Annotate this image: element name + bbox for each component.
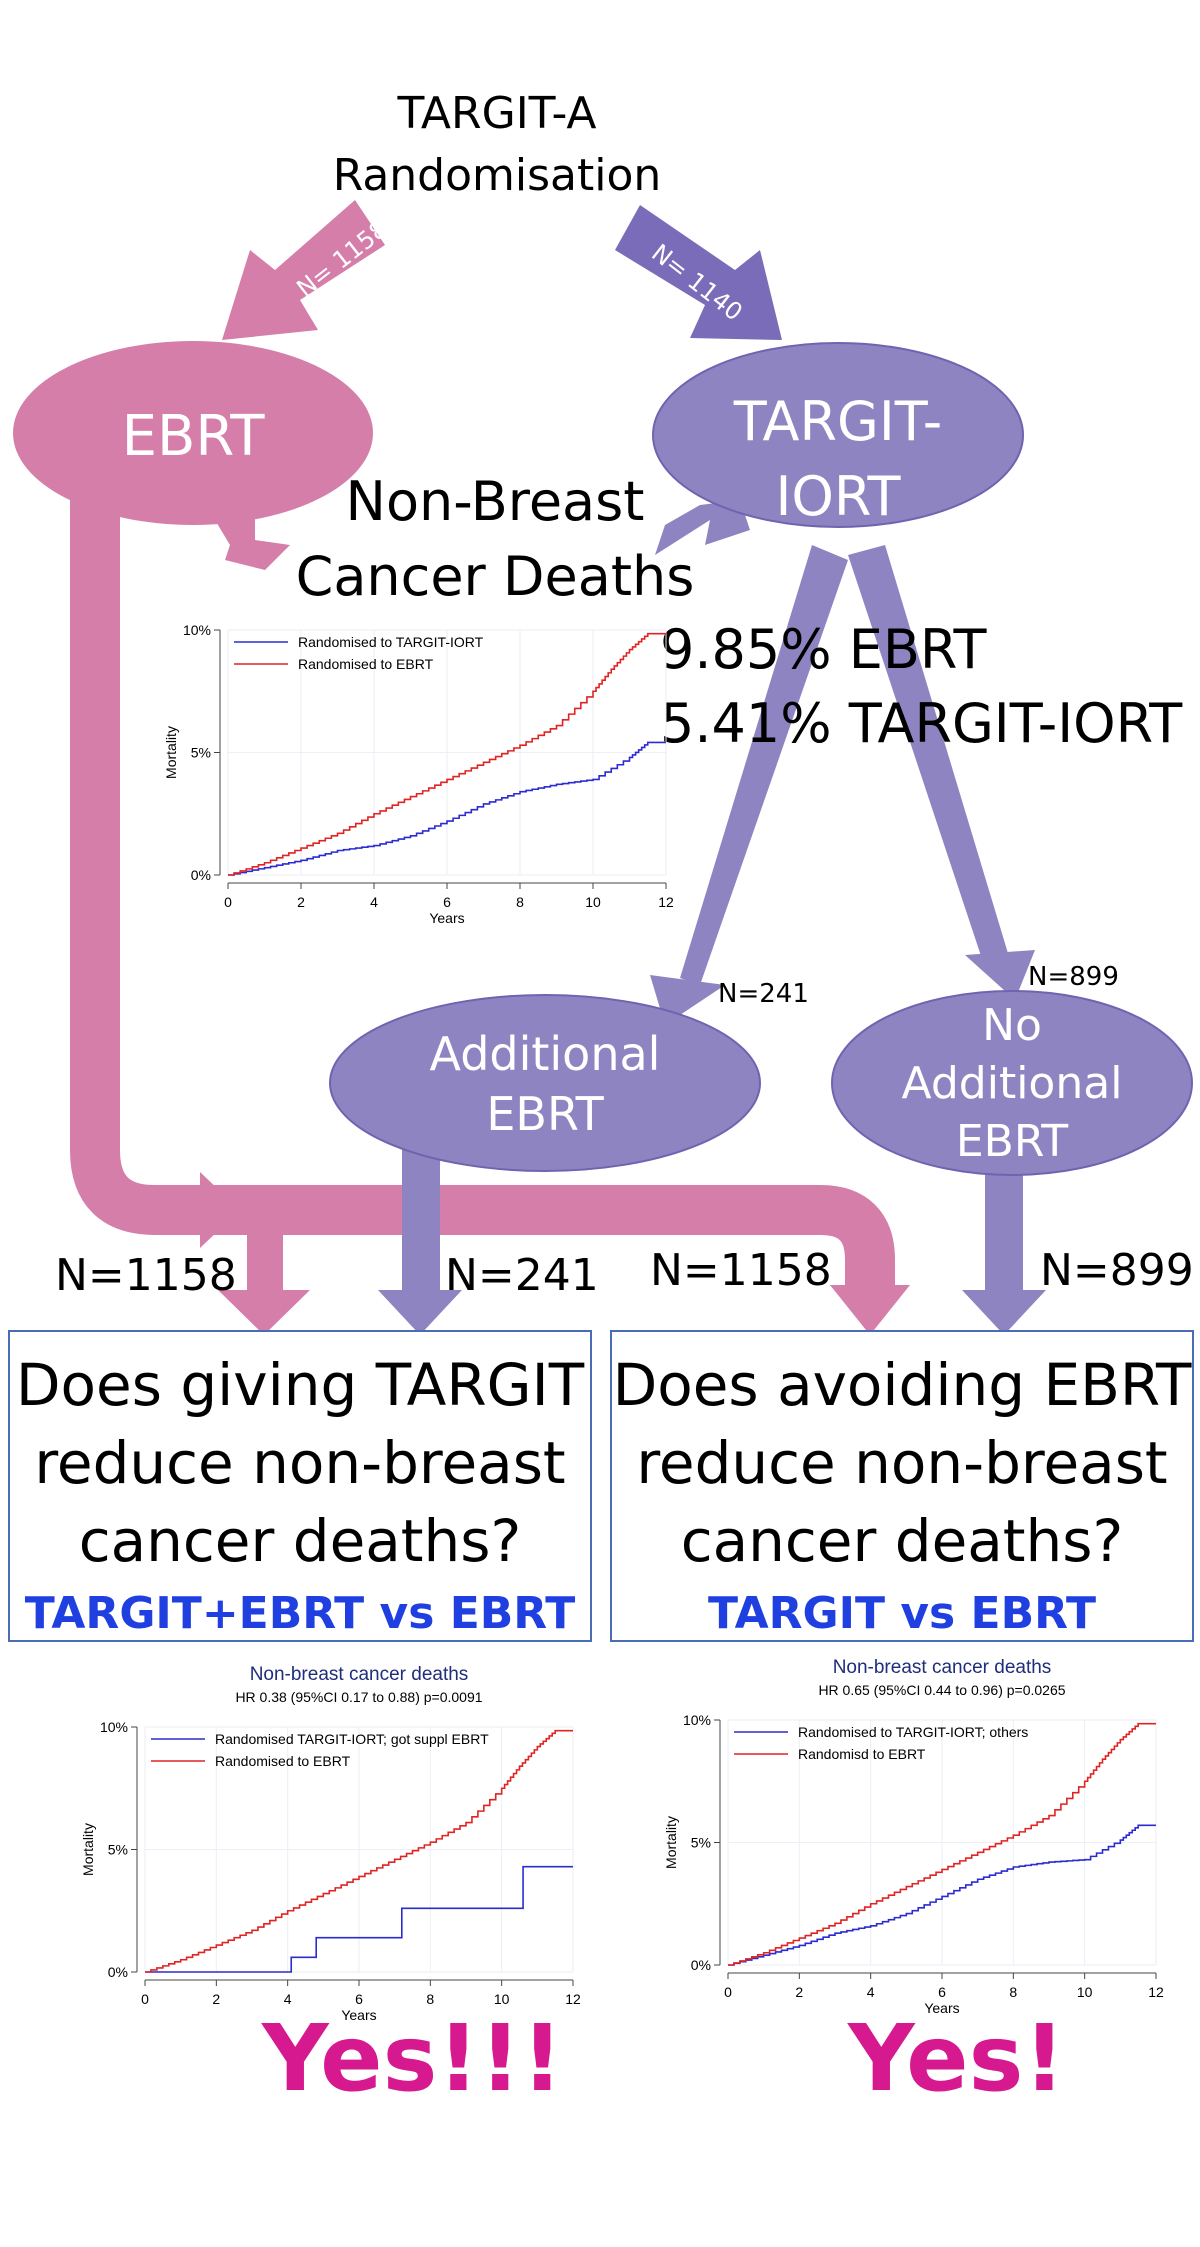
chart-title: Non-breast cancer deaths [250,1664,469,1685]
chart-targit-plus-ebrt: 0 2 4 6 8 10 12 0% 5% 10% Years Mortality Non-breast… [80,1664,581,2023]
x-tick-label: 8 [1009,1984,1017,2000]
x-tick-label: 12 [565,1991,581,2007]
x-tick-label: 2 [297,894,305,910]
series-line [145,1865,573,1973]
nbcd-heading-1: Non-Breast [346,470,645,533]
ebrt-node [13,341,373,525]
y-axis-label: Mortality [80,1823,96,1876]
series-line [228,632,666,876]
chart-targit-vs-ebrt: 0 2 4 6 8 10 12 0% 5% 10% Years Mortality Non-breast… [663,1657,1164,2016]
no-additional-label-2: Additional [902,1058,1123,1109]
x-tick-label: 10 [494,1991,510,2007]
targit-node-label-2: IORT [775,465,901,528]
y-tick-label: 5% [691,1835,711,1851]
chart-subtitle: HR 0.65 (95%CI 0.44 to 0.96) p=0.0265 [818,1682,1065,1698]
series-line [728,1722,1156,1966]
title-line-2: Randomisation [333,150,662,201]
legend-label: Randomisd to EBRT [798,1746,926,1762]
y-tick-label: 10% [683,1712,711,1728]
y-axis-label: Mortality [163,726,179,779]
yes-left: Yes!!! [262,2005,564,2112]
arrow-to-ebrt: N= 1158 [222,200,393,340]
x-tick-label: 2 [795,1984,803,2000]
x-tick-label: 6 [443,894,451,910]
y-axis-label: Mortality [663,1816,679,1869]
bottom-n-2: N=241 [445,1250,599,1301]
q-right-line-2: reduce non-breast [636,1429,1168,1497]
x-tick-label: 0 [224,894,232,910]
arrow-noadditional-down [962,1170,1046,1335]
arrow-additional-down [378,1148,462,1335]
x-tick-label: 12 [658,894,674,910]
additional-ebrt-node [329,994,761,1172]
additional-ebrt-label-1: Additional [430,1027,661,1081]
additional-ebrt-label-2: EBRT [486,1087,604,1141]
x-tick-label: 6 [938,1984,946,2000]
x-tick-label: 6 [355,1991,363,2007]
legend-label: Randomised to TARGIT-IORT [298,634,484,650]
series-line [228,741,666,876]
n-noadditional: N=899 [1028,962,1119,992]
q-left-line-3: cancer deaths? [78,1507,522,1575]
x-tick-label: 2 [212,1991,220,2007]
n-additional: N=241 [718,979,809,1009]
no-additional-label-3: EBRT [956,1116,1068,1167]
q-left-line-2: reduce non-breast [34,1429,566,1497]
pct-ebrt: 9.85% EBRT [660,618,987,681]
x-axis-label: Years [924,2000,959,2016]
y-tick-label: 0% [191,867,211,883]
bottom-n-1: N=1158 [55,1250,237,1301]
bottom-n-3: N=1158 [650,1245,832,1296]
x-tick-label: 10 [585,894,601,910]
y-tick-label: 0% [691,1957,711,1973]
targit-node [652,342,1024,528]
x-tick-label: 8 [426,1991,434,2007]
title-line-1: TARGIT-A [396,88,596,139]
ebrt-node-label: EBRT [122,404,266,469]
ebrt-flow-arrow [70,490,910,1335]
y-tick-label: 5% [191,745,211,761]
x-tick-label: 0 [141,1991,149,2007]
question-box-right: Does avoiding EBRT reduce non-breast can… [610,1330,1194,1642]
legend-label: Randomised to EBRT [298,656,434,672]
series-line [728,1824,1156,1966]
q-right-line-1: Does avoiding EBRT [612,1351,1192,1419]
legend-label: Randomised to TARGIT-IORT; others [798,1724,1028,1740]
series-line [145,1729,573,1973]
no-additional-label-1: No [982,1000,1042,1051]
bottom-n-4: N=899 [1040,1245,1194,1296]
legend-label: Randomised to EBRT [215,1753,351,1769]
targit-node-label-1: TARGIT- [733,390,943,453]
chart-title: Non-breast cancer deaths [833,1657,1052,1678]
q-right-line-3: cancer deaths? [680,1507,1124,1575]
q-right-subtitle: TARGIT vs EBRT [707,1588,1097,1639]
no-additional-ebrt-node [831,990,1193,1176]
y-tick-label: 10% [183,622,211,638]
x-tick-label: 4 [370,894,378,910]
x-tick-label: 10 [1077,1984,1093,2000]
yes-right: Yes! [848,2005,1066,2112]
y-tick-label: 0% [108,1964,128,1980]
x-tick-label: 12 [1148,1984,1164,2000]
y-tick-label: 5% [108,1842,128,1858]
x-axis-label: Years [429,910,464,926]
q-left-subtitle: TARGIT+EBRT vs EBRT [24,1588,576,1639]
arrow-targit-to-additional [650,545,848,1025]
q-left-line-1: Does giving TARGIT [15,1351,585,1419]
nbcd-heading-2: Cancer Deaths [296,545,695,608]
x-tick-label: 0 [724,1984,732,2000]
y-tick-label: 10% [100,1719,128,1735]
x-tick-label: 8 [516,894,524,910]
pct-targit: 5.41% TARGIT-IORT [660,692,1183,755]
arrow-targit-to-nbcd [655,500,750,555]
x-axis-label: Years [341,2007,376,2023]
x-tick-label: 4 [284,1991,292,2007]
x-tick-label: 4 [867,1984,875,2000]
question-box-left: Does giving TARGIT reduce non-breast can… [8,1330,592,1642]
arrow-targit-to-noadditional [848,545,1035,1000]
arrow-to-targit: N= 1140 [615,205,782,340]
legend-label: Randomised TARGIT-IORT; got suppl EBRT [215,1731,489,1747]
chart-subtitle: HR 0.38 (95%CI 0.17 to 0.88) p=0.0091 [235,1689,482,1705]
chart-overall: 0 2 4 6 8 10 12 0% 5% 10% Years Mortality Randomised… [163,622,674,926]
